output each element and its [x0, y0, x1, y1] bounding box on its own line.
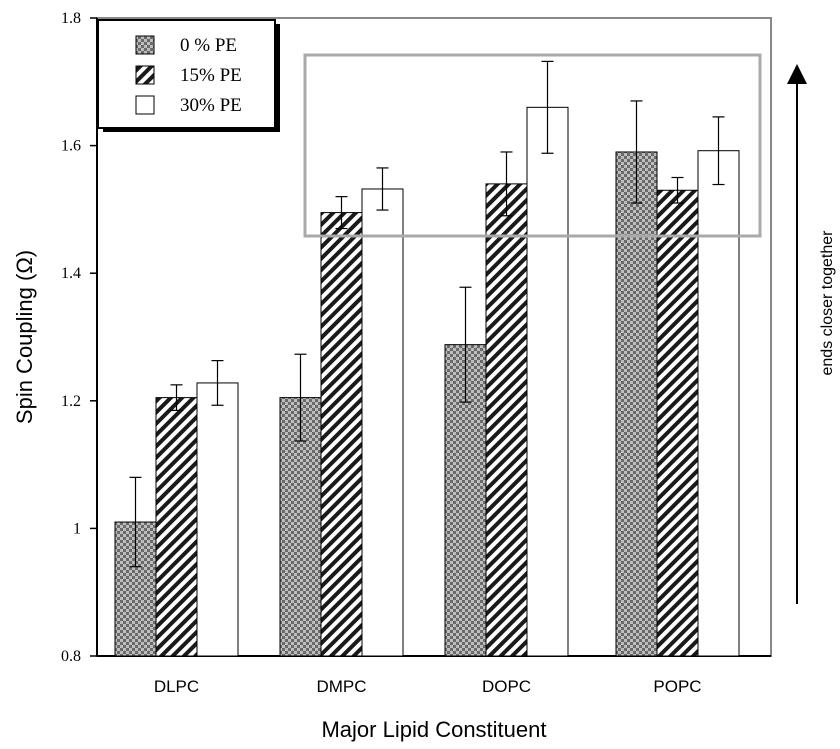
legend-swatch	[135, 35, 155, 55]
x-category-label: DOPC	[482, 677, 531, 696]
y-tick-label: 0.8	[61, 648, 81, 665]
error-bars	[129, 60, 725, 568]
x-category-label: DMPC	[316, 677, 366, 696]
y-tick-label: 1.4	[61, 265, 81, 282]
legend-swatch	[135, 65, 155, 85]
y-axis-title: Spin Coupling (Ω)	[12, 250, 37, 424]
bar	[196, 382, 239, 657]
legend-swatch	[135, 95, 155, 115]
y-tick-label: 1	[73, 520, 81, 537]
legend-label: 15% PE	[180, 65, 242, 86]
x-axis-category-labels: DLPC DMPC DOPC POPC	[154, 677, 702, 696]
y-tick-label: 1.8	[61, 10, 81, 27]
x-category-label: POPC	[653, 677, 701, 696]
bars	[114, 106, 740, 657]
x-category-label: DLPC	[154, 677, 199, 696]
bar	[114, 521, 157, 657]
bar	[615, 151, 658, 657]
highlight-box	[303, 53, 762, 238]
bar	[361, 188, 404, 657]
bar	[526, 106, 569, 657]
bar	[155, 397, 198, 657]
legend-label: 30% PE	[180, 95, 242, 116]
bar	[320, 212, 363, 657]
bar	[485, 183, 528, 657]
y-tick-label: 1.2	[61, 393, 81, 410]
bar	[697, 150, 740, 657]
y-tick-label: 1.6	[61, 138, 81, 155]
legend: 0 % PE 15% PE 30% PE	[97, 19, 280, 132]
bar	[656, 189, 699, 657]
x-axis-title: Major Lipid Constituent	[321, 717, 546, 742]
annotation-text: ends closer together	[819, 230, 836, 376]
y-axis-ticks: 0.8 1 1.2 1.4 1.6 1.8	[61, 10, 97, 665]
legend-label: 0 % PE	[180, 35, 237, 56]
